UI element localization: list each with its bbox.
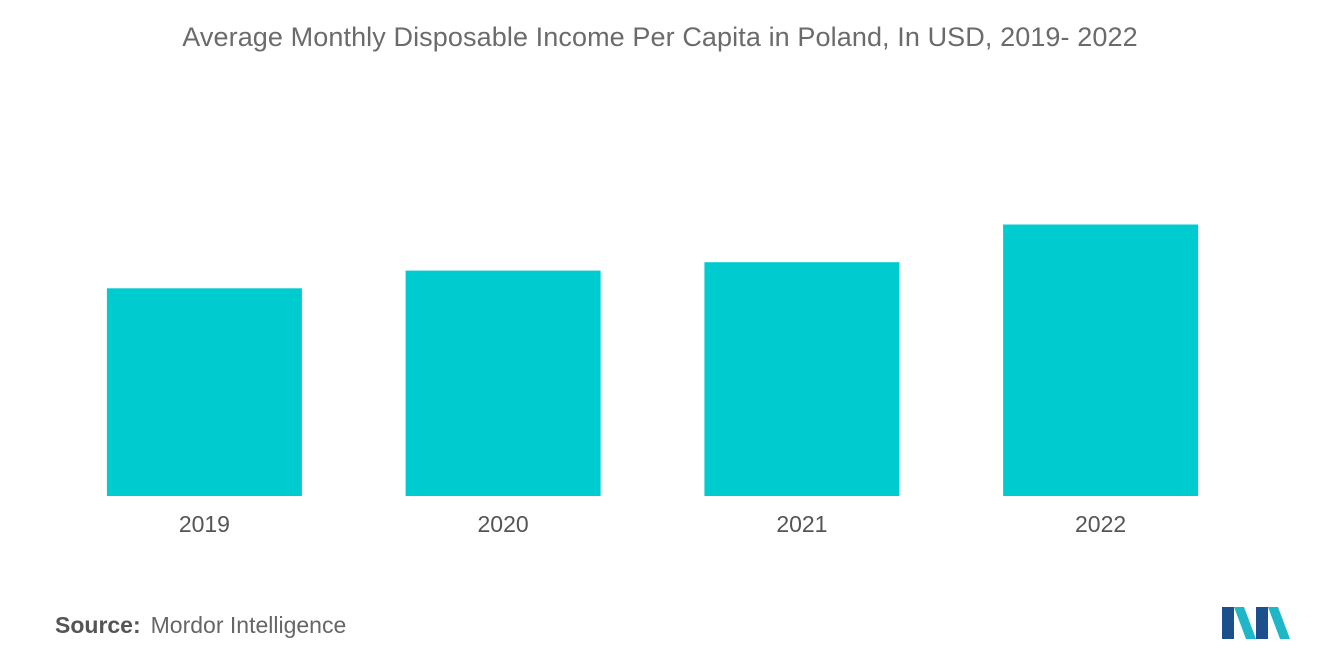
bars-group	[106, 224, 1199, 496]
x-tick-label-2019: 2019	[179, 511, 230, 537]
x-tick-label-2021: 2021	[776, 511, 827, 537]
x-tick-label-2020: 2020	[478, 511, 529, 537]
bar-chart: 2019 2020 2021 2022	[106, 224, 1199, 537]
source-note: Source: Mordor Intelligence	[55, 612, 346, 639]
bar-2020	[405, 270, 601, 496]
bar-2021	[704, 262, 900, 496]
mordor-intelligence-logo-icon	[1222, 607, 1290, 639]
source-value: Mordor Intelligence	[150, 612, 347, 638]
chart-title: Average Monthly Disposable Income Per Ca…	[182, 22, 1138, 52]
x-tick-label-2022: 2022	[1075, 511, 1126, 537]
bar-2019	[106, 288, 302, 496]
bar-2022	[1003, 224, 1199, 496]
x-axis-tick-labels: 2019 2020 2021 2022	[179, 511, 1126, 537]
source-label: Source:	[55, 612, 141, 638]
